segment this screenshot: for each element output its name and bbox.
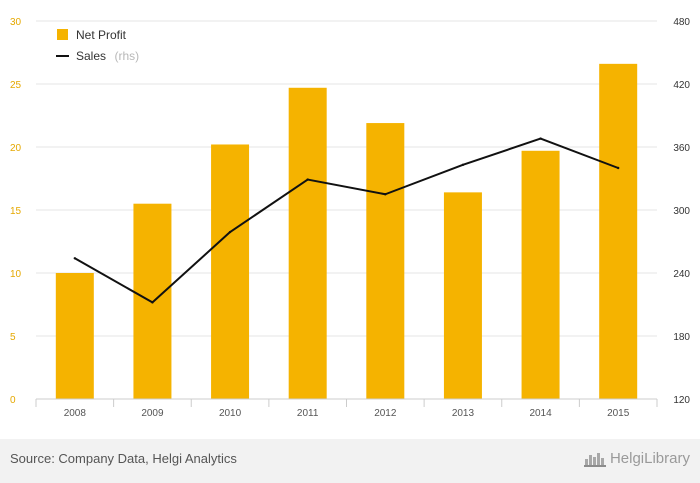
y-left-tick-label: 30	[10, 17, 22, 28]
y-left-tick-label: 15	[10, 206, 22, 217]
source-text: Source: Company Data, Helgi Analytics	[10, 451, 237, 466]
sales-point	[461, 163, 465, 167]
sales-point	[616, 166, 620, 170]
y-right-tick-label: 480	[673, 17, 690, 28]
net-profit-bars	[55, 63, 638, 400]
net-profit-bar	[599, 63, 638, 400]
y-left-tick-label: 25	[10, 80, 22, 91]
y-right-tick-label: 240	[673, 269, 690, 280]
sales-point	[539, 137, 542, 140]
x-tick-label: 2014	[529, 408, 552, 419]
net-profit-bar	[366, 123, 405, 399]
helgi-library-logo-icon	[583, 453, 606, 467]
net-profit-bar	[521, 150, 560, 399]
x-tick-label: 2010	[219, 408, 242, 419]
axes: 0 5 10 15 20 25 30 120 180 240 300 360 420 480 2008 200…	[10, 17, 690, 419]
legend-label-net-profit: Net Profit	[76, 28, 127, 42]
x-tick-label: 2008	[64, 408, 87, 419]
legend-swatch-net-profit	[57, 29, 68, 40]
y-left-tick-label: 5	[10, 332, 16, 343]
y-left-tick-label: 10	[10, 269, 22, 280]
sales-point	[384, 193, 387, 196]
y-left-tick-label: 0	[10, 395, 16, 406]
brand-text: HelgiLibrary	[609, 449, 690, 467]
sales-point	[73, 257, 77, 260]
legend-label-sales-suffix: (rhs)	[114, 49, 139, 63]
footer: Source: Company Data, Helgi Analytics He…	[0, 439, 700, 483]
legend-label-sales-name: Sales	[76, 49, 106, 63]
y-right-tick-label: 180	[673, 332, 690, 343]
sales-line-group	[73, 137, 620, 304]
x-tick-label: 2013	[452, 408, 475, 419]
sales-line	[74, 137, 619, 304]
sales-point	[306, 178, 309, 181]
brand: HelgiLibrary	[583, 449, 690, 467]
y-left-tick-label: 20	[10, 143, 22, 154]
net-profit-bar	[211, 144, 250, 399]
x-tick-label: 2011	[297, 408, 319, 419]
y-right-tick-label: 120	[673, 395, 690, 406]
y-right-tick-label: 420	[673, 80, 690, 91]
y-right-tick-label: 360	[673, 143, 690, 154]
sales-point	[151, 301, 154, 304]
chart: 0 5 10 15 20 25 30 120 180 240 300 360 420 480 2008 200…	[10, 17, 690, 419]
net-profit-bar	[55, 273, 94, 399]
legend: Net Profit Sales (rhs)	[56, 28, 139, 64]
x-tick-label: 2015	[607, 408, 630, 419]
x-tick-label: 2012	[374, 408, 397, 419]
net-profit-bar	[288, 87, 327, 399]
x-tick-label: 2009	[141, 408, 164, 419]
legend-label-sales: Sales (rhs)	[76, 47, 139, 64]
net-profit-bar	[443, 192, 482, 399]
y-right-tick-label: 300	[673, 206, 690, 217]
sales-point	[228, 230, 232, 234]
